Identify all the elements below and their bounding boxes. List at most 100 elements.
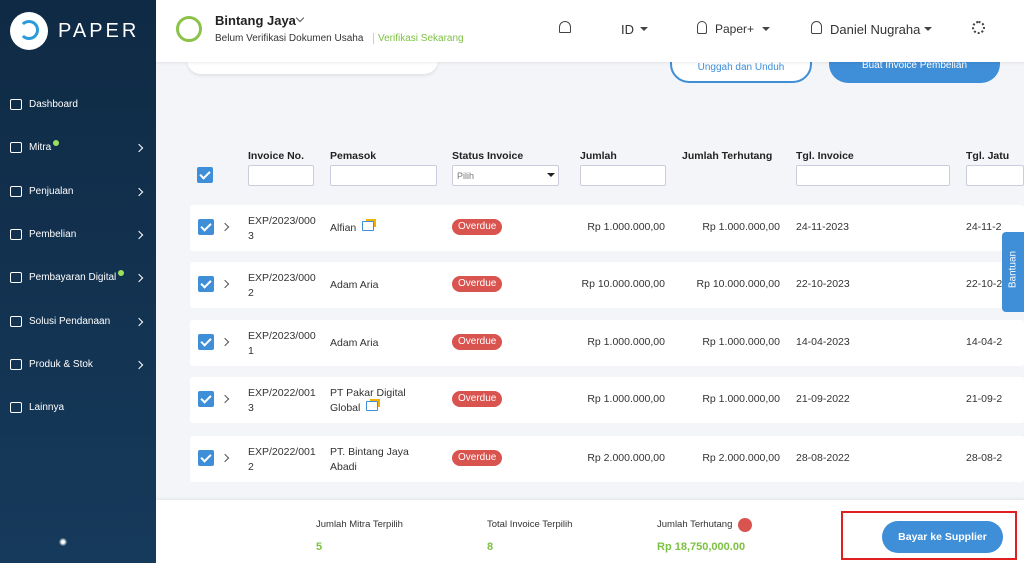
- row-checkbox[interactable]: [198, 450, 214, 466]
- amount: Rp 2.000.000,00: [587, 452, 665, 464]
- menu-icon: [10, 99, 22, 110]
- row-expand[interactable]: [220, 279, 230, 289]
- menu-item[interactable]: Solusi Pendanaan: [0, 310, 156, 334]
- caret: [547, 173, 555, 181]
- invoice-date: 24-11-2023: [796, 221, 849, 233]
- column-filter[interactable]: [966, 165, 1024, 186]
- menu-item[interactable]: Pembelian: [0, 223, 156, 247]
- menu-item[interactable]: Penjualan: [0, 180, 156, 204]
- table-row: EXP/2023/0001 Adam Aria Overdue Rp 1.000.00…: [190, 320, 1024, 366]
- column-filter[interactable]: [248, 165, 314, 186]
- invoice-no[interactable]: EXP/2023/0003: [248, 215, 316, 242]
- submenu-arrow: [134, 230, 144, 240]
- menu-item[interactable]: Pembayaran Digital: [0, 266, 156, 290]
- invoice-no[interactable]: EXP/2023/0001: [248, 330, 316, 357]
- status-badge: Overdue: [452, 276, 503, 292]
- brand: PAPER: [58, 20, 140, 42]
- row-expand[interactable]: [220, 222, 230, 232]
- summary-label: Jumlah Mitra Terpilih: [316, 519, 403, 530]
- column-header[interactable]: Jumlah Terhutang: [682, 150, 773, 162]
- logo: [10, 12, 48, 50]
- notification-bell[interactable]: [559, 21, 571, 33]
- summary-value: 5: [316, 541, 323, 553]
- row-checkbox[interactable]: [198, 334, 214, 350]
- footer: Jumlah Mitra Terpilih 5 Total Invoice Terp…: [156, 500, 1024, 563]
- outstanding: Rp 2.000.000,00: [702, 452, 780, 464]
- settings[interactable]: [972, 21, 985, 34]
- summary-value: Rp 18,750,000.00: [657, 541, 746, 553]
- row-checkbox[interactable]: [198, 219, 214, 235]
- business-name[interactable]: Bintang Jaya: [215, 13, 296, 28]
- select-all[interactable]: [197, 167, 213, 183]
- menu-label: Pembayaran Digital: [29, 272, 117, 283]
- column-header[interactable]: Invoice No.: [248, 150, 305, 162]
- supplier-icon: [362, 221, 375, 231]
- outstanding: Rp 1.000.000,00: [702, 336, 780, 348]
- menu-icon: [10, 359, 22, 370]
- invoice-no[interactable]: EXP/2023/0002: [248, 272, 316, 299]
- menu-item[interactable]: Lainnya: [0, 396, 156, 420]
- help-tab[interactable]: Bantuan: [1002, 232, 1024, 312]
- outstanding: Rp 1.000.000,00: [702, 393, 780, 405]
- invoice-date: 14-04-2023: [796, 336, 850, 348]
- user-icon: [811, 21, 822, 34]
- column-filter[interactable]: Pilih: [452, 165, 559, 186]
- caret: [640, 27, 648, 35]
- column-filter[interactable]: [330, 165, 437, 186]
- menu-label: Pembelian: [29, 229, 77, 240]
- business-dropdown[interactable]: [295, 13, 305, 23]
- caret: [762, 27, 770, 35]
- highlight-box: [841, 511, 1017, 560]
- outstanding: Rp 1.000.000,00: [702, 221, 780, 233]
- menu-item[interactable]: Produk & Stok: [0, 353, 156, 377]
- plan-menu[interactable]: Paper+: [715, 22, 755, 36]
- menu-label: Penjualan: [29, 186, 74, 197]
- pay-supplier-button[interactable]: Bayar ke Supplier: [882, 521, 1003, 553]
- row-expand[interactable]: [220, 394, 230, 404]
- menu-icon: [10, 272, 22, 283]
- column-header[interactable]: Jumlah: [580, 150, 617, 162]
- column-filter[interactable]: [796, 165, 950, 186]
- separator: [373, 33, 374, 44]
- menu-item[interactable]: Mitra: [0, 136, 156, 160]
- warning-icon: [738, 518, 752, 532]
- amount: Rp 10.000.000,00: [581, 278, 666, 290]
- row-checkbox[interactable]: [198, 391, 214, 407]
- column-header[interactable]: Status Invoice: [452, 150, 524, 162]
- language-select[interactable]: ID: [621, 22, 634, 37]
- menu-icon: [10, 186, 22, 197]
- verify-link[interactable]: Verifikasi Sekarang: [378, 33, 464, 44]
- status-badge: Overdue: [452, 219, 503, 235]
- summary-label: Total Invoice Terpilih: [487, 519, 573, 530]
- column-filter[interactable]: [580, 165, 666, 186]
- user-menu[interactable]: Daniel Nugraha: [830, 22, 921, 37]
- table-row: EXP/2022/0012 PT. Bintang Jaya Abadi Overd…: [190, 436, 1024, 482]
- caret: [924, 27, 932, 35]
- amount: Rp 1.000.000,00: [587, 336, 665, 348]
- column-header[interactable]: Tgl. Invoice: [796, 150, 854, 162]
- supplier: PT. Bintang Jaya Abadi: [330, 446, 409, 473]
- row-checkbox[interactable]: [198, 276, 214, 292]
- row-expand[interactable]: [220, 453, 230, 463]
- summary-value: 8: [487, 541, 494, 553]
- status-badge: Overdue: [452, 391, 503, 407]
- menu-label: Mitra: [29, 142, 52, 153]
- menu-badge: [53, 140, 60, 146]
- row-expand[interactable]: [220, 337, 230, 347]
- submenu-arrow: [134, 317, 144, 327]
- column-header[interactable]: Pemasok: [330, 150, 377, 162]
- menu-item[interactable]: Dashboard: [0, 93, 156, 117]
- due-date: 24-11-2: [966, 221, 1002, 233]
- supplier: Alfian: [330, 221, 420, 236]
- column-header[interactable]: Tgl. Jatu: [966, 150, 1010, 162]
- due-date: 22-10-2: [966, 278, 1003, 290]
- table-row: EXP/2023/0002 Adam Aria Overdue Rp 10.000.0…: [190, 262, 1024, 308]
- top-bar: Bintang Jaya Belum Verifikasi Dokumen Usa…: [156, 0, 1024, 62]
- invoice-no[interactable]: EXP/2022/0012: [248, 446, 316, 473]
- store-icon: [176, 16, 202, 42]
- submenu-arrow: [134, 143, 144, 153]
- invoice-no[interactable]: EXP/2022/0013: [248, 387, 316, 414]
- supplier: Adam Aria: [330, 337, 379, 349]
- supplier-icon: [366, 401, 379, 411]
- menu-label: Lainnya: [29, 402, 65, 413]
